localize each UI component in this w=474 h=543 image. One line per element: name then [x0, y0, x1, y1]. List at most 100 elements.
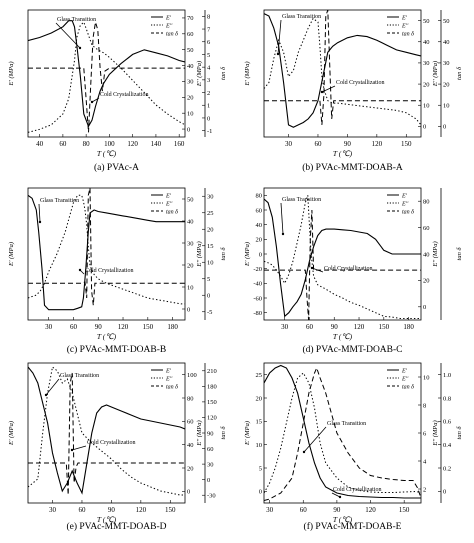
x-tick-label: 150 [143, 323, 154, 331]
y-tick-label-right: 40 [187, 218, 194, 225]
annotation-label: Cold Crystallization [87, 440, 136, 446]
plot-frame [27, 9, 186, 138]
panel-caption: (e) PVAc-MMT-DOAB-D [66, 521, 166, 532]
y-tick-label-tan: 0.4 [443, 442, 452, 449]
y-axis-label-tan: tan δ [220, 66, 227, 80]
y-tick-label-tan: 30 [207, 461, 214, 468]
y-tick-label-right: 100 [187, 372, 197, 379]
annotation-arrowhead [281, 232, 285, 236]
y-tick-label-tan: 0 [207, 477, 210, 484]
annotation-arrowhead [338, 495, 342, 499]
legend-e-double-prime: E'' [165, 23, 173, 29]
y-tick-label-right: 0 [423, 304, 426, 311]
y-tick-label-tan: 120 [207, 415, 217, 422]
legend-tan-delta: tan δ [402, 31, 414, 37]
y-tick-label-tan: 10 [207, 260, 214, 267]
x-tick-label: 90 [344, 140, 352, 148]
y-tick-label-left: 5 [259, 465, 262, 472]
y-tick-label-tan: 7 [207, 26, 211, 33]
panel-e: 30 60 90 120 150 T (℃) E' (MPa) 0 20 40 60 80 100 E''… [8, 362, 227, 532]
y-tick-label-right: 50 [423, 18, 430, 25]
y-tick-label-tan: 0.2 [443, 465, 451, 472]
y-tick-label-right: 30 [187, 240, 194, 247]
series-line-e-double-prime [264, 195, 421, 319]
x-tick-label: 140 [151, 140, 162, 148]
y-tick-label-left: 25 [256, 372, 263, 379]
x-tick-label: 120 [127, 140, 138, 148]
y-tick-label-left: -80 [253, 310, 262, 317]
panel-b: 30 60 90 120 150 T (℃) E' (MPa) 0 10 20 30 40 50 E'' … [244, 9, 463, 173]
y-tick-label-tan: 40 [443, 39, 450, 46]
annotation-arrow [277, 19, 282, 55]
series-line-e-double-prime [28, 21, 185, 133]
panel-f: 30 60 90 120 150 T (℃) E' (MPa) 0 5 10 15 20 25 2 4 6 8 1… [244, 362, 463, 532]
y-tick-label-left: 20 [256, 395, 263, 402]
y-tick-label-right: 20 [423, 81, 430, 88]
y-axis-label-right: E'' (MPa) [432, 241, 439, 267]
y-axis-label-tan: tan δ [456, 66, 463, 80]
x-axis-label: T (℃) [333, 149, 353, 158]
legend-e-prime: E' [165, 15, 172, 21]
series-line-e-double-prime [264, 17, 421, 126]
legend-e-prime: E' [401, 193, 408, 199]
x-tick-label: 120 [136, 506, 147, 514]
y-tick-label-right: 60 [187, 31, 194, 38]
y-tick-label-tan: 4 [207, 64, 211, 71]
annotation-label: Cold Crystallization [333, 487, 382, 493]
y-tick-label-right: 0 [423, 124, 426, 131]
y-axis-label-left: E' (MPa) [244, 62, 251, 87]
x-tick-label: 30 [285, 140, 293, 148]
y-tick-label-right: 10 [187, 110, 194, 117]
y-tick-label-tan: -1 [207, 128, 212, 135]
x-tick-label: 60 [70, 323, 78, 331]
y-tick-label-right: 60 [423, 225, 430, 232]
series-line-e-prime [28, 366, 185, 495]
y-tick-label-tan: -30 [207, 493, 216, 500]
annotation-arrowhead [78, 46, 82, 50]
annotation-arrow [38, 203, 41, 223]
y-tick-label-tan: 1.0 [443, 372, 451, 379]
x-axis-label: T (℃) [97, 515, 117, 524]
x-tick-label: 100 [104, 140, 115, 148]
y-tick-label-tan: 50 [443, 18, 450, 25]
x-tick-label: 150 [399, 506, 410, 514]
annotation-arrow [91, 97, 100, 103]
x-tick-label: 160 [174, 140, 185, 148]
annotation-arrowhead [320, 90, 324, 94]
panel-caption: (d) PVAc-MMT-DOAB-C [302, 344, 402, 355]
y-tick-label-right: 50 [187, 47, 194, 54]
y-axis-label-tan: tan δ [220, 426, 227, 440]
x-tick-label: 180 [167, 323, 178, 331]
y-tick-label-left: 40 [256, 222, 263, 229]
y-tick-label-tan: 6 [207, 39, 211, 46]
y-tick-label-tan: 10 [443, 103, 450, 110]
x-tick-label: 90 [331, 323, 339, 331]
annotation-label: Cold Crystallization [85, 268, 134, 274]
legend-e-double-prime: E'' [401, 23, 409, 29]
y-tick-label-tan: 150 [207, 399, 217, 406]
legend-e-double-prime: E'' [165, 201, 173, 207]
x-tick-label: 60 [300, 506, 308, 514]
y-tick-label-tan: 3 [207, 77, 210, 84]
annotation-label: Glass Transition [60, 373, 99, 379]
y-tick-label-right: 20 [187, 465, 194, 472]
x-tick-label: 120 [365, 506, 376, 514]
legend-e-double-prime: E'' [401, 201, 409, 207]
series-line-tan-delta [28, 188, 185, 306]
legend-tan-delta: tan δ [166, 209, 178, 215]
annotation-label: Cold Crystallization [336, 80, 385, 86]
y-tick-label-right: 10 [423, 103, 430, 110]
y-tick-label-tan: 15 [207, 243, 214, 250]
panel-caption: (f) PVAc-MMT-DOAB-E [304, 521, 402, 532]
x-tick-label: 30 [281, 323, 289, 331]
y-tick-label-right: 2 [423, 486, 426, 493]
x-tick-label: 180 [403, 323, 414, 331]
x-tick-label: 80 [83, 140, 91, 148]
annotation-arrow [71, 445, 87, 451]
series-line-e-double-prime [264, 372, 421, 494]
y-tick-label-left: -40 [253, 281, 262, 288]
y-axis-label-tan: tan δ [456, 426, 463, 440]
y-tick-label-right: 70 [187, 15, 194, 22]
y-tick-label-right: 0 [187, 489, 190, 496]
x-tick-label: 60 [306, 323, 314, 331]
